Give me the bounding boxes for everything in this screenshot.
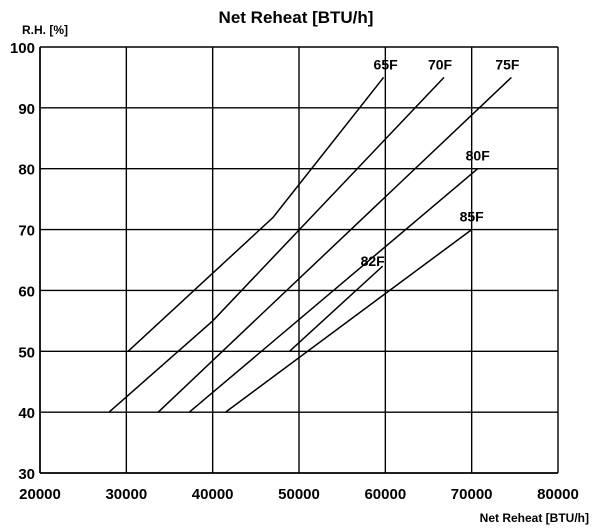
series-line-75f (157, 76, 512, 413)
x-tick-label-6: 80000 (537, 486, 579, 503)
series-line-85f (225, 228, 473, 413)
series-label-85f: 85F (460, 209, 485, 225)
y-tick-label-0: 30 (18, 466, 35, 483)
x-axis-label: Net Reheat [BTU/h] (480, 511, 589, 525)
series-label-65f: 65F (374, 56, 399, 72)
y-tick-label-4: 70 (18, 223, 35, 240)
series-line-70f (108, 76, 445, 413)
series-layer (108, 76, 512, 413)
x-tick-label-2: 40000 (192, 486, 234, 503)
x-tick-label-3: 50000 (278, 486, 320, 503)
series-label-80f: 80F (466, 148, 491, 164)
y-tick-label-5: 80 (18, 162, 35, 179)
y-tick-label-3: 60 (18, 283, 35, 300)
series-label-layer: 65F 70F 75F 80F 82F 85F (361, 56, 520, 269)
chart-title: Net Reheat [BTU/h] (219, 8, 374, 27)
y-tick-label-7: 100 (10, 40, 35, 57)
series-label-70f: 70F (428, 56, 453, 72)
x-tick-label-4: 60000 (364, 486, 406, 503)
axis-layer: 20000 30000 40000 50000 60000 70000 80000 30 40 5… (10, 40, 579, 503)
y-tick-label-2: 50 (18, 344, 35, 361)
x-tick-label-5: 70000 (451, 486, 493, 503)
y-tick-label-6: 90 (18, 101, 35, 118)
x-tick-label-0: 20000 (19, 486, 61, 503)
y-tick-label-1: 40 (18, 405, 35, 422)
series-line-80f (188, 168, 479, 413)
grid-layer (39, 46, 559, 474)
y-axis-label: R.H. [%] (22, 23, 68, 37)
x-tick-label-1: 30000 (105, 486, 147, 503)
series-line-82f (288, 265, 384, 352)
series-label-82f: 82F (361, 253, 386, 269)
series-label-75f: 75F (495, 56, 520, 72)
series-line-65f (127, 76, 385, 352)
